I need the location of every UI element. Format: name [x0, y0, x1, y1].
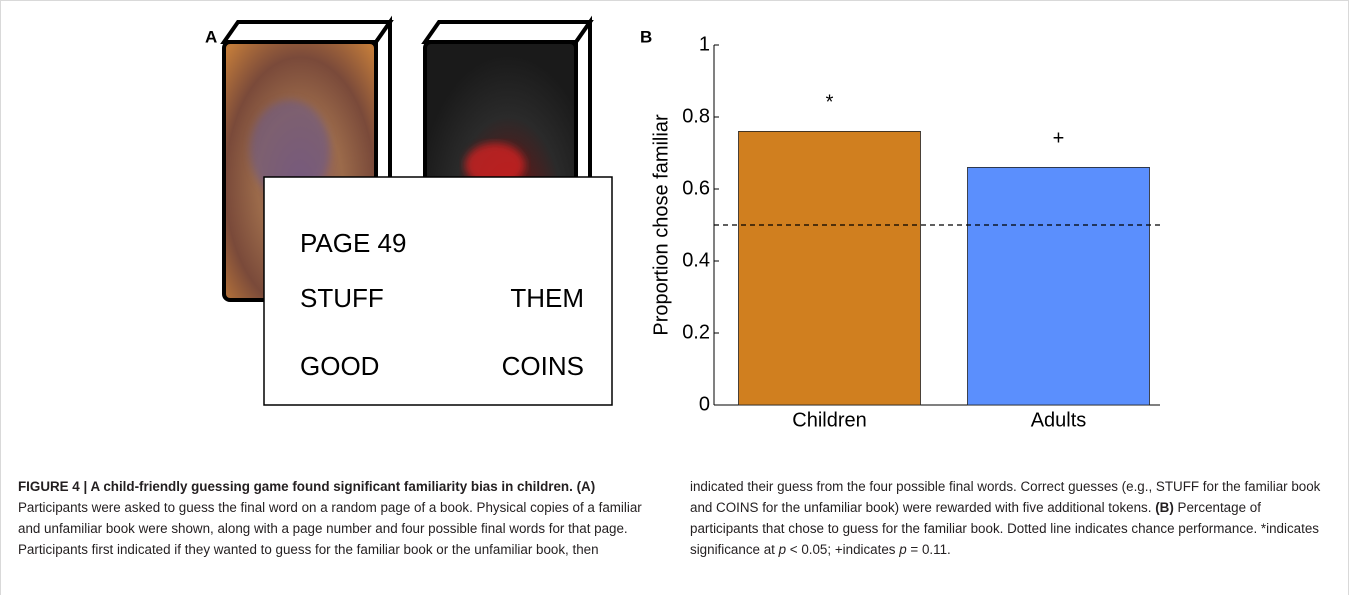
caption-text: < 0.05; +indicates	[789, 542, 896, 557]
significance-marker: +	[1053, 128, 1065, 150]
caption: FIGURE 4 | A child-friendly guessing gam…	[18, 476, 1326, 560]
y-tick-label: 0.6	[682, 177, 710, 199]
caption-text: (A)	[576, 479, 596, 494]
y-tick-label: 0	[699, 393, 710, 415]
y-axis-label: Proportion chose familiar	[650, 114, 672, 336]
word: GOOD	[300, 351, 379, 381]
caption-text: Percentage of participants that chose to…	[690, 500, 1319, 557]
bar	[738, 130, 921, 406]
y-tick-label: 1	[699, 33, 710, 55]
word: STUFF	[300, 283, 384, 313]
y-tick-label: 0.2	[682, 321, 710, 343]
caption-text: p	[899, 542, 907, 557]
panel-label: B	[640, 27, 652, 46]
figure: A PAGE 49 STUFF THEM GOOD COINS B Propor…	[205, 15, 1160, 431]
word: THEM	[510, 283, 584, 313]
x-tick-label: Adults	[1031, 409, 1087, 431]
caption-text: FIGURE 4 | A child-friendly guessing gam…	[18, 479, 573, 494]
caption-text: = 0.11.	[910, 542, 951, 557]
caption-text: Participants were asked to guess the fin…	[18, 479, 1321, 557]
bar	[967, 166, 1150, 406]
page-card	[263, 176, 613, 406]
page-number: PAGE 49	[300, 228, 406, 258]
x-tick-label: Children	[792, 409, 866, 431]
caption-text: p	[778, 542, 787, 557]
caption-text: (B)	[1155, 500, 1174, 515]
panel-label: A	[205, 27, 217, 46]
word: COINS	[502, 351, 584, 381]
y-tick-label: 0.8	[682, 105, 710, 127]
significance-marker: *	[826, 92, 834, 114]
y-tick-label: 0.4	[682, 249, 710, 271]
